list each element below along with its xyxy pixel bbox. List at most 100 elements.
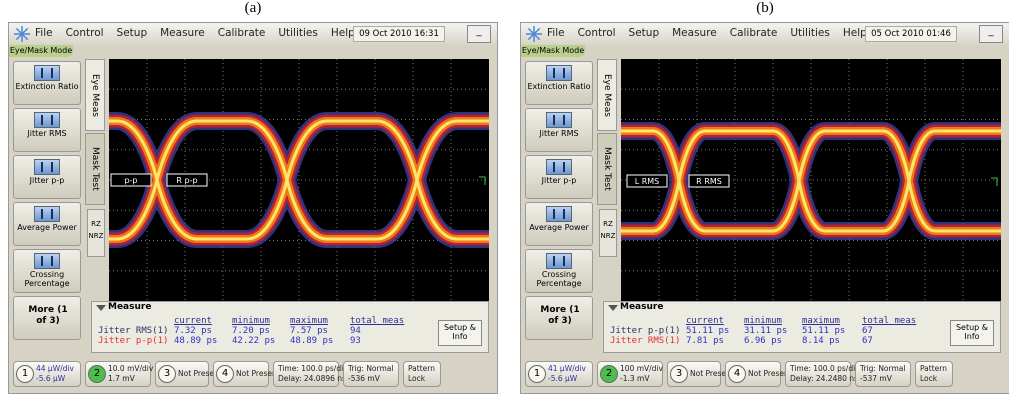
menu-item[interactable]: Help (843, 27, 867, 39)
measure-value: 6.96 ps (744, 336, 782, 346)
menu-item[interactable]: Measure (160, 27, 205, 39)
marker: R p-p (167, 174, 207, 186)
menu-item[interactable]: Setup (117, 27, 148, 39)
button-label: More (1 of 3) (28, 305, 68, 327)
icon-glyph (41, 115, 53, 125)
icon-glyph (553, 162, 565, 172)
icon-glyph (41, 209, 53, 219)
menu-item[interactable]: Help (331, 27, 355, 39)
measure-title: Measure (620, 302, 663, 312)
status-text: -1.3 mV (620, 374, 649, 383)
status-text: Trig: Normal (348, 364, 393, 373)
menu-item[interactable]: Calibrate (730, 27, 778, 39)
button-icon (34, 112, 60, 128)
measure-button[interactable]: Extinction Ratio (13, 61, 81, 105)
status-text: Time: 100.0 ps/div (790, 364, 860, 373)
trigger-marker (991, 178, 997, 186)
status-text: Delay: 24.2480 ns (790, 374, 858, 383)
measure-button[interactable]: Jitter RMS (13, 108, 81, 152)
minimize-button[interactable]: _ (467, 25, 491, 43)
status-text: 41 µW/div (548, 364, 586, 373)
minimize-button[interactable]: _ (979, 25, 1003, 43)
trigger-marker (479, 177, 485, 185)
button-label: Jitter p-p (14, 176, 80, 185)
measure-button[interactable]: Average Power (13, 202, 81, 246)
measure-button[interactable]: Crossing Percentage (13, 249, 81, 293)
icon-ray (534, 34, 540, 40)
setup-button[interactable]: Setup & Info (950, 320, 994, 346)
menu-item[interactable]: Control (66, 27, 104, 39)
icon-glyph (41, 162, 53, 172)
side-tab[interactable]: Eye Meas (85, 59, 105, 131)
measure-value: 8.14 ps (802, 336, 840, 346)
icon-ray (16, 28, 22, 34)
button-label: Jitter RMS (526, 129, 592, 138)
measure-value: 93 (350, 336, 361, 346)
button-icon (546, 112, 572, 128)
measure-button[interactable]: Jitter p-p (13, 155, 81, 199)
menu-item[interactable]: Utilities (278, 27, 318, 39)
status-text: -537 mV (860, 374, 892, 383)
icon-ray (22, 28, 28, 34)
measure-button[interactable]: Jitter RMS (525, 108, 593, 152)
setup-button[interactable]: Setup & Info (438, 320, 482, 346)
measure-button[interactable]: Crossing Percentage (525, 249, 593, 293)
icon-glyph (553, 115, 565, 125)
menu-item[interactable]: Control (578, 27, 616, 39)
status-button[interactable]: Trig: Normal-536 mV (343, 361, 399, 387)
menu-item[interactable]: Measure (672, 27, 717, 39)
measure-value: 67 (862, 336, 873, 346)
marker: R RMS (689, 175, 729, 187)
status-text: Pattern (408, 364, 435, 373)
icon-ray (528, 28, 534, 34)
status-text: Lock (408, 374, 425, 383)
collapse-arrow[interactable] (96, 305, 106, 311)
measure-button[interactable]: Extinction Ratio (525, 61, 593, 105)
icon-glyph (41, 256, 53, 266)
button-icon (546, 159, 572, 175)
collapse-arrow[interactable] (608, 305, 618, 311)
menu-item[interactable]: Setup (629, 27, 660, 39)
button-icon (34, 206, 60, 222)
format-label: NRZ (88, 232, 104, 240)
button-icon (546, 253, 572, 269)
side-tab[interactable]: Mask Test (597, 133, 617, 205)
channel-number: 3 (158, 365, 176, 383)
marker-label: R RMS (696, 177, 722, 186)
measure-button[interactable]: Jitter p-p (525, 155, 593, 199)
measure-button[interactable]: Average Power (525, 202, 593, 246)
status-text: Trig: Normal (860, 364, 905, 373)
menu-item[interactable]: File (35, 27, 53, 39)
button-icon (546, 65, 572, 81)
menu-item[interactable]: Utilities (790, 27, 830, 39)
screenshot: (a)FileControlSetupMeasureCalibrateUtili… (0, 0, 1009, 396)
side-tab[interactable]: Eye Meas (597, 59, 617, 131)
panel-label: (b) (520, 0, 1009, 17)
measure-header: total meas (350, 316, 404, 326)
menu-item[interactable]: Calibrate (218, 27, 266, 39)
measure-button[interactable]: More (1 of 3) (525, 296, 593, 340)
mode-tab: Eye/Mask Mode (521, 45, 585, 57)
marker-label: p-p (124, 176, 137, 185)
channel-number: 1 (528, 365, 546, 383)
measure-button[interactable]: More (1 of 3) (13, 296, 81, 340)
button-label: Jitter p-p (526, 176, 592, 185)
menu-item[interactable]: File (547, 27, 565, 39)
status-button[interactable]: Trig: Normal-537 mV (855, 361, 911, 387)
status-text: 44 µW/div (36, 364, 74, 373)
channel-number: 4 (216, 365, 234, 383)
side-tab[interactable]: Mask Test (85, 133, 105, 205)
